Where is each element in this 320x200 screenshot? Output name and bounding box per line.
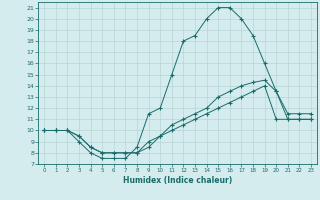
X-axis label: Humidex (Indice chaleur): Humidex (Indice chaleur)	[123, 176, 232, 185]
